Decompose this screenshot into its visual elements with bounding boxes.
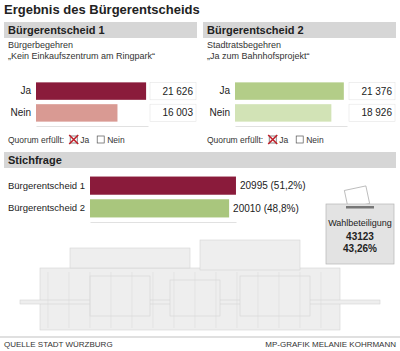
data-label: 20010 (48,8%) — [233, 203, 299, 214]
checkbox-label: Ja — [80, 135, 89, 145]
x-axis — [37, 126, 149, 127]
sketch-line — [258, 272, 259, 328]
sketch-line — [153, 272, 154, 328]
sketch-line — [69, 272, 70, 328]
y-axis: Ja Nein — [209, 85, 234, 118]
bar — [235, 104, 331, 121]
checkbox-label: Nein — [306, 135, 324, 145]
checkbox — [269, 136, 276, 143]
checkbox-cross — [268, 135, 277, 144]
bar — [90, 199, 229, 217]
panel-header — [203, 22, 396, 38]
sketch-shape — [240, 276, 310, 316]
label-box — [349, 82, 395, 99]
source: QUELLE STADT WÜRZBURG — [4, 340, 113, 349]
ballot-slot — [346, 206, 374, 209]
y-tick-label: Nein — [209, 107, 230, 118]
bar — [90, 177, 236, 195]
x-axis-line — [91, 222, 237, 223]
bar — [36, 104, 117, 121]
x-axis-line — [236, 126, 348, 127]
panel-subtitle: Bürgerbegehren — [8, 40, 73, 50]
y-axis: Bürgerentscheid 1 Bürgerentscheid 2 — [8, 180, 89, 214]
sketch-line — [321, 272, 322, 328]
credit: MP-GRAFIK MELANIE KOHRMANN — [265, 340, 396, 349]
y-tick: Ja — [219, 85, 234, 96]
y-axis: Ja Nein — [10, 85, 35, 118]
panel-header — [4, 22, 197, 38]
sketch-shape — [90, 276, 150, 316]
quorum-label: Quorum erfüllt: — [207, 135, 263, 145]
y-tick: Nein — [10, 107, 35, 118]
ballot-body — [326, 204, 394, 264]
data-label: 21 376 — [361, 86, 392, 97]
sketch-line — [216, 272, 217, 328]
turnout-value: 43,26% — [343, 243, 377, 254]
chart-panel: Bürgerentscheid 2 Stadtratsbegehren„Ja zu… — [203, 22, 396, 145]
footer-rule — [0, 337, 400, 338]
y-tick: Bürgerentscheid 1 — [8, 180, 89, 191]
bars — [36, 82, 146, 121]
panel-title: Stichfrage — [8, 154, 62, 166]
sketch-line — [300, 272, 301, 328]
checkbox — [70, 136, 77, 143]
panel-title: Bürgerentscheid 2 — [207, 24, 304, 36]
sketch-line — [174, 272, 175, 328]
ballot-box: Wahlbeteiligung 4312343,26% — [326, 186, 394, 264]
data-label: 18 926 — [361, 107, 392, 118]
bars — [235, 82, 344, 121]
panel-title: Bürgerentscheid 1 — [8, 24, 105, 36]
y-tick-label: Ja — [20, 85, 31, 96]
sketch-line — [132, 272, 133, 328]
bar — [235, 82, 344, 99]
sketch-line — [90, 272, 91, 328]
x-axis — [91, 222, 237, 223]
y-tick-label: Nein — [10, 107, 31, 118]
y-tick: Ja — [20, 85, 35, 96]
x-axis — [236, 126, 348, 127]
y-tick: Nein — [209, 107, 234, 118]
data-label: 16 003 — [162, 107, 193, 118]
turnout-value: 43123 — [346, 231, 374, 242]
x-axis-line — [37, 126, 149, 127]
label-box — [349, 104, 395, 121]
quorum-label: Quorum erfüllt: — [8, 135, 64, 145]
bars — [90, 177, 236, 218]
chart-panel: Bürgerentscheid 1 Bürgerbegehren„Kein Ein… — [4, 22, 197, 145]
bar — [36, 82, 146, 99]
label-box — [150, 104, 196, 121]
checkbox — [296, 136, 303, 143]
y-tick: Bürgerentscheid 2 — [8, 202, 89, 213]
sketch-line — [279, 272, 280, 328]
panel-subtitle: Stadtratsbegehren — [207, 40, 281, 50]
checkbox-label: Nein — [107, 135, 125, 145]
sketch-shape — [40, 268, 340, 330]
y-tick-label: Ja — [219, 85, 230, 96]
sketch-line — [48, 272, 49, 328]
sketch-line — [237, 272, 238, 328]
y-tick-label: Bürgerentscheid 1 — [8, 180, 85, 191]
checkbox-cross — [69, 135, 78, 144]
title: Ergebnis des Bürgerentscheids — [4, 2, 200, 17]
y-tick-label: Bürgerentscheid 2 — [8, 202, 85, 213]
label-box — [150, 82, 196, 99]
checkbox — [97, 136, 104, 143]
sketch-line — [111, 272, 112, 328]
sketch-line — [195, 272, 196, 328]
sketch-shape — [70, 248, 190, 268]
data-label: 21 626 — [162, 86, 193, 97]
panel-subtitle: „Ja zum Bahnhofsprojekt“ — [207, 51, 310, 61]
infographic: Ergebnis des BürgerentscheidsBürgerentsc… — [0, 0, 400, 351]
data-label: 20995 (51,2%) — [240, 180, 306, 191]
panel-header — [4, 152, 396, 168]
checkbox-label: Ja — [279, 135, 288, 145]
panel-subtitle: „Kein Einkaufszentrum am Ringpark“ — [8, 51, 155, 61]
sketch-shape — [200, 240, 300, 270]
turnout-label: Wahlbeteiligung — [328, 218, 392, 228]
